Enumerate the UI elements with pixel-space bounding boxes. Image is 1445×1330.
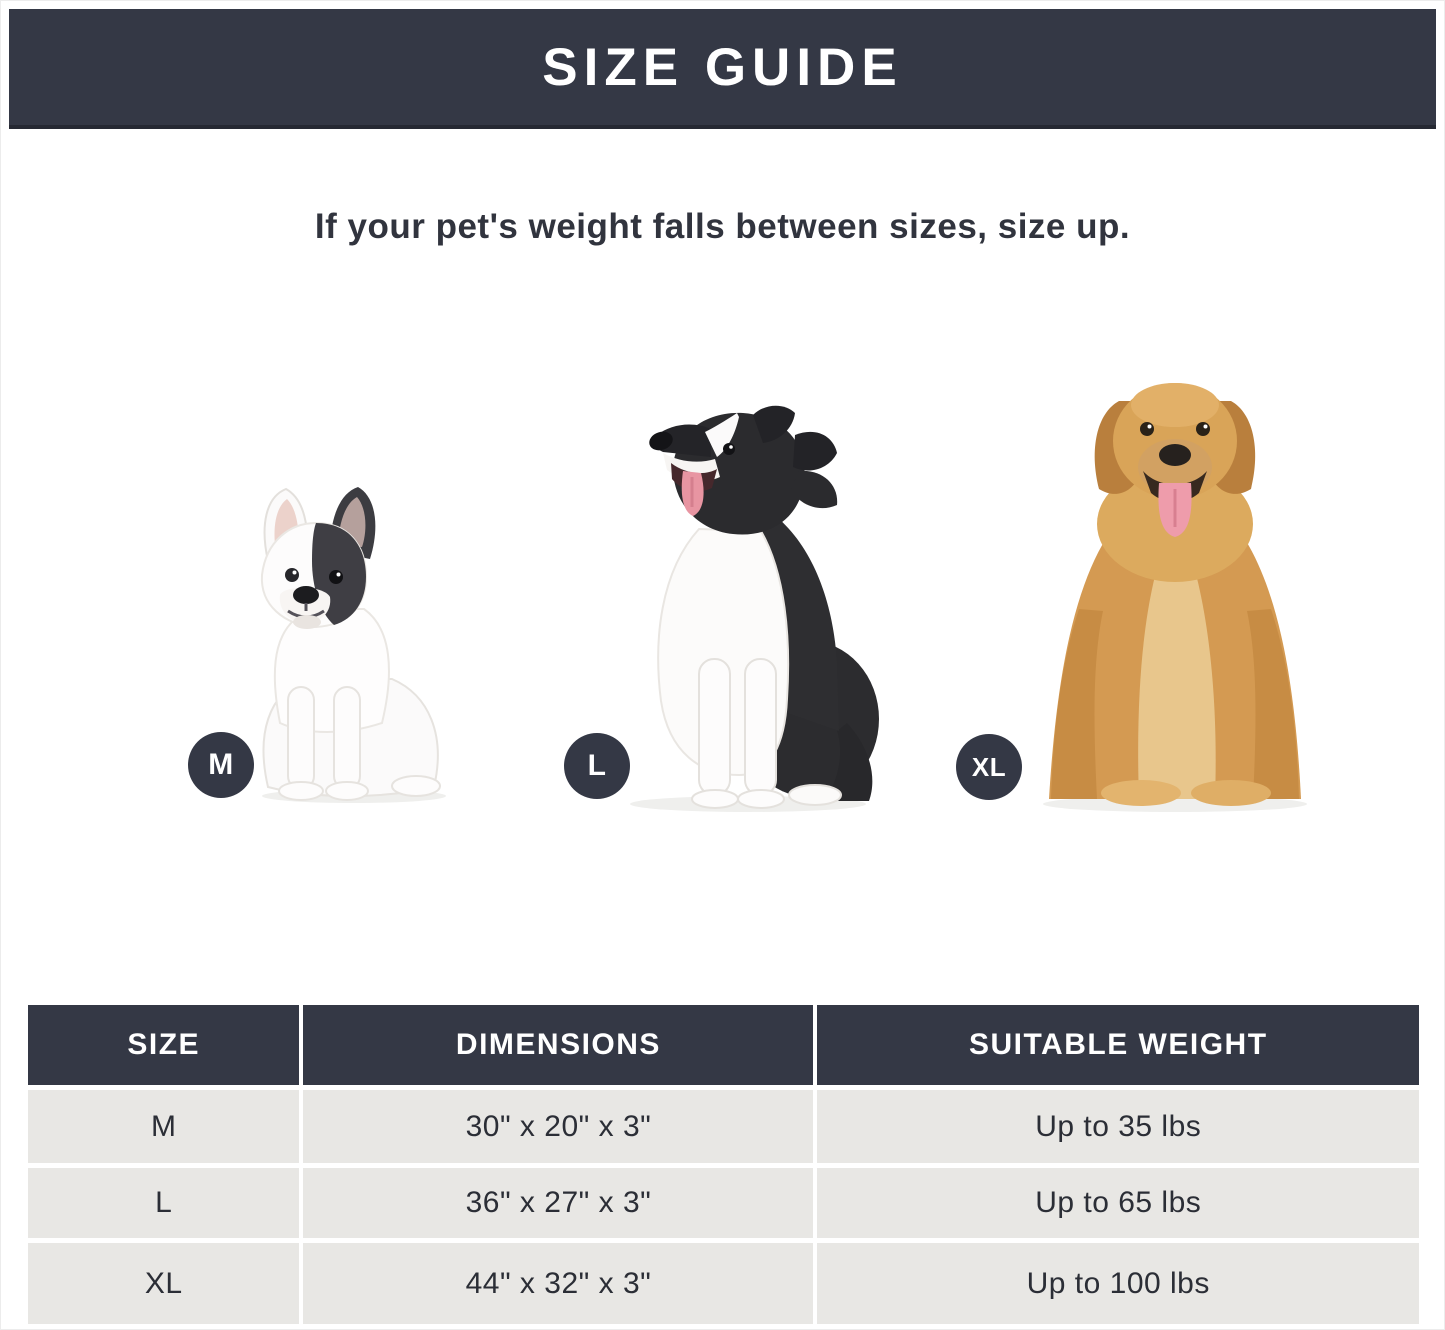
table-cell-size-l: L [28, 1168, 300, 1238]
table-cell-dimensions-xl: 44" x 32" x 3" [303, 1243, 814, 1324]
size-badge-l: L [564, 733, 630, 799]
size-badge-m: M [188, 732, 254, 798]
table-cell-weight-xl: Up to 100 lbs [817, 1243, 1419, 1324]
table-cell-size-m: M [28, 1090, 300, 1163]
subtitle-text: If your pet's weight falls between sizes… [314, 207, 1131, 246]
header-banner: SIZE GUIDE [9, 9, 1436, 129]
table-header-dimensions: DIMENSIONS [303, 1005, 814, 1085]
table-header-weight: SUITABLE WEIGHT [817, 1005, 1419, 1085]
dog-photo-golden-retriever [1043, 383, 1307, 812]
table-cell-dimensions-m: 30" x 20" x 3" [303, 1090, 814, 1163]
dog-photo-border-collie [630, 405, 879, 812]
page-title: SIZE GUIDE [542, 37, 903, 97]
size-table: SIZE DIMENSIONS SUITABLE WEIGHT M 30" x … [28, 1005, 1419, 1324]
table-cell-size-xl: XL [28, 1243, 300, 1324]
table-cell-weight-l: Up to 65 lbs [817, 1168, 1419, 1238]
size-badge-xl: XL [956, 734, 1022, 800]
table-cell-dimensions-l: 36" x 27" x 3" [303, 1168, 814, 1238]
dog-photo-french-bulldog [260, 487, 446, 803]
table-header-size: SIZE [28, 1005, 300, 1085]
table-cell-weight-m: Up to 35 lbs [817, 1090, 1419, 1163]
